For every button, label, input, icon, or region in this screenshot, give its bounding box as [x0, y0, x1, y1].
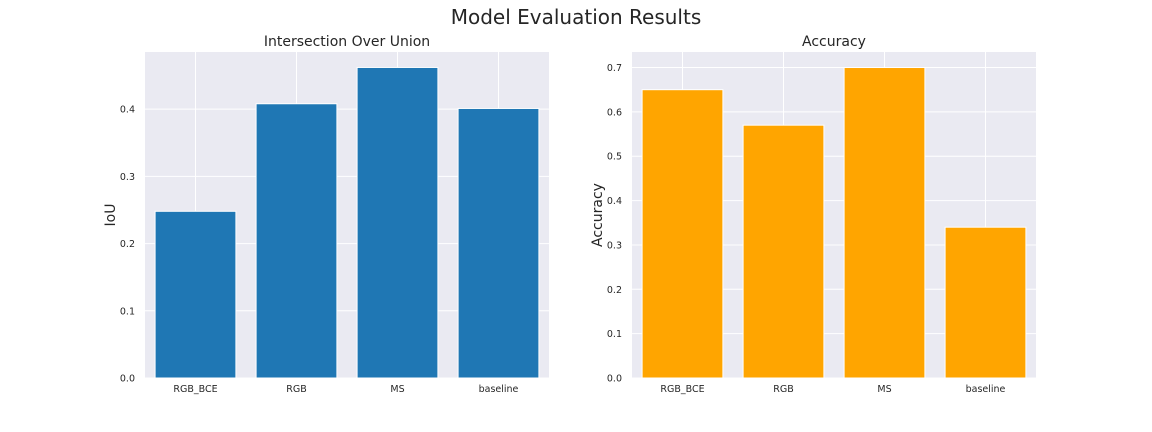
iou-ytick-label: 0.2	[120, 239, 135, 250]
accuracy-bar-ms	[843, 67, 926, 379]
accuracy-ytick-label: 0.7	[607, 63, 622, 74]
accuracy-ytick-label: 0.6	[607, 107, 622, 118]
iou-xtick-label: MS	[390, 384, 404, 395]
accuracy-chart-panel: 0.0 0.1 0.2 0.3 0.4 0.5 0.6 0.7 RGB_BCE RGB MS base…	[590, 34, 1036, 395]
accuracy-ytick-label: 0.2	[607, 285, 622, 296]
accuracy-chart-title: Accuracy	[802, 34, 866, 50]
accuracy-bar-rgb	[742, 124, 825, 379]
figure-title: Model Evaluation Results	[451, 5, 702, 29]
iou-ytick-label: 0.0	[120, 374, 135, 385]
iou-bar-baseline	[457, 107, 540, 379]
accuracy-xtick-label: RGB	[773, 384, 793, 395]
accuracy-ytick-label: 0.5	[607, 152, 622, 163]
iou-xtick-label: RGB	[286, 384, 306, 395]
accuracy-ytick-label: 0.4	[607, 196, 622, 207]
accuracy-bar-rgb-bce	[641, 89, 724, 379]
iou-chart-panel: 0.0 0.1 0.2 0.3 0.4 RGB_BCE RGB MS baseline Inter…	[103, 34, 549, 395]
accuracy-bar-baseline	[944, 226, 1027, 379]
iou-ytick-label: 0.1	[120, 306, 135, 317]
iou-chart-title: Intersection Over Union	[264, 34, 430, 50]
iou-y-axis-label: IoU	[103, 204, 119, 227]
iou-bar-ms	[356, 66, 439, 379]
accuracy-ytick-label: 0.1	[607, 329, 622, 340]
accuracy-ytick-label: 0.0	[607, 374, 622, 385]
iou-bar-rgb	[255, 103, 338, 379]
accuracy-ytick-label: 0.3	[607, 240, 622, 251]
accuracy-xtick-label: baseline	[966, 384, 1006, 395]
accuracy-xtick-label: MS	[877, 384, 891, 395]
iou-ytick-label: 0.4	[120, 105, 135, 116]
accuracy-y-axis-label: Accuracy	[590, 183, 606, 247]
iou-bar-rgb-bce	[154, 210, 237, 379]
accuracy-xtick-label: RGB_BCE	[660, 384, 704, 395]
iou-xtick-label: RGB_BCE	[173, 384, 217, 395]
iou-ytick-label: 0.3	[120, 172, 135, 183]
iou-xtick-label: baseline	[479, 384, 519, 395]
